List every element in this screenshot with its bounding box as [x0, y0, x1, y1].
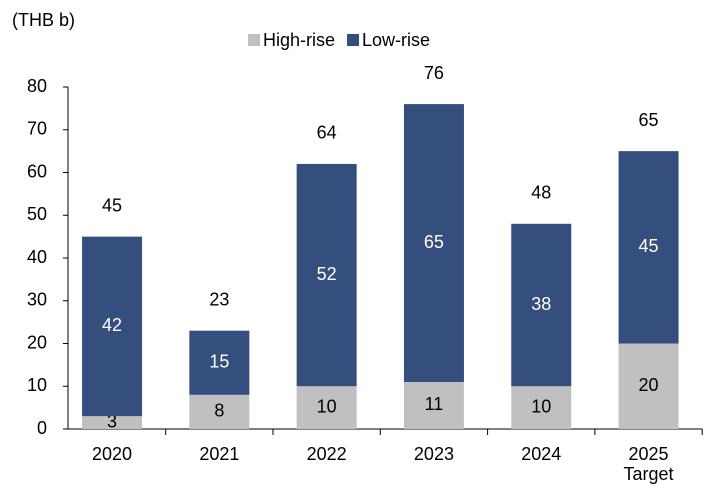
bar-segment [189, 394, 250, 429]
segment-label: 10 [317, 396, 337, 416]
bar-segment [403, 104, 464, 382]
total-label: 48 [531, 183, 551, 203]
x-tick-label: 2021 [199, 444, 239, 464]
segment-label: 65 [424, 232, 444, 252]
segment-label: 15 [209, 351, 229, 371]
x-tick-label: 2025 Target [624, 444, 674, 484]
x-tick-label: 2022 [307, 444, 347, 464]
y-tick-label: 10 [27, 375, 47, 395]
segment-label: 38 [531, 294, 551, 314]
x-tick-label: 2023 [414, 444, 454, 464]
y-tick-label: 70 [27, 119, 47, 139]
y-tick-label: 20 [27, 332, 47, 352]
bar-segment [403, 381, 464, 429]
segment-label: 8 [214, 401, 224, 421]
bar-segment [511, 386, 572, 429]
legend-label: High-rise [263, 30, 335, 50]
total-label: 76 [424, 63, 444, 83]
segment-label: 52 [317, 264, 337, 284]
bar-segment [296, 386, 357, 429]
total-label: 23 [209, 289, 229, 309]
x-tick-label: 2020 [92, 444, 132, 464]
total-label: 65 [639, 110, 659, 130]
legend-swatch [347, 34, 360, 46]
bar-segment [618, 151, 679, 344]
bar-segment [296, 163, 357, 387]
segment-label: 3 [107, 411, 117, 431]
segment-label: 45 [639, 236, 659, 256]
segment-label: 10 [531, 396, 551, 416]
total-label: 64 [317, 123, 337, 143]
y-tick-label: 60 [27, 161, 47, 181]
segment-label: 20 [639, 375, 659, 395]
segment-label: 42 [102, 315, 122, 335]
x-tick-label: 2024 [521, 444, 561, 464]
y-tick-label: 50 [27, 204, 47, 224]
bar-segment [618, 343, 679, 429]
bar-segment [511, 223, 572, 387]
y-tick-label: 30 [27, 290, 47, 310]
bar-segment [189, 330, 250, 395]
legend-label: Low-rise [362, 30, 430, 50]
bar-segment [82, 416, 143, 429]
y-tick-label: 40 [27, 247, 47, 267]
total-label: 45 [102, 195, 122, 215]
bar-segment [82, 236, 143, 417]
y-tick-label: 80 [27, 76, 47, 96]
unit-label: (THB b) [12, 10, 75, 30]
segment-label: 11 [425, 394, 444, 414]
legend-swatch [248, 34, 260, 46]
y-tick-label: 0 [37, 418, 47, 438]
